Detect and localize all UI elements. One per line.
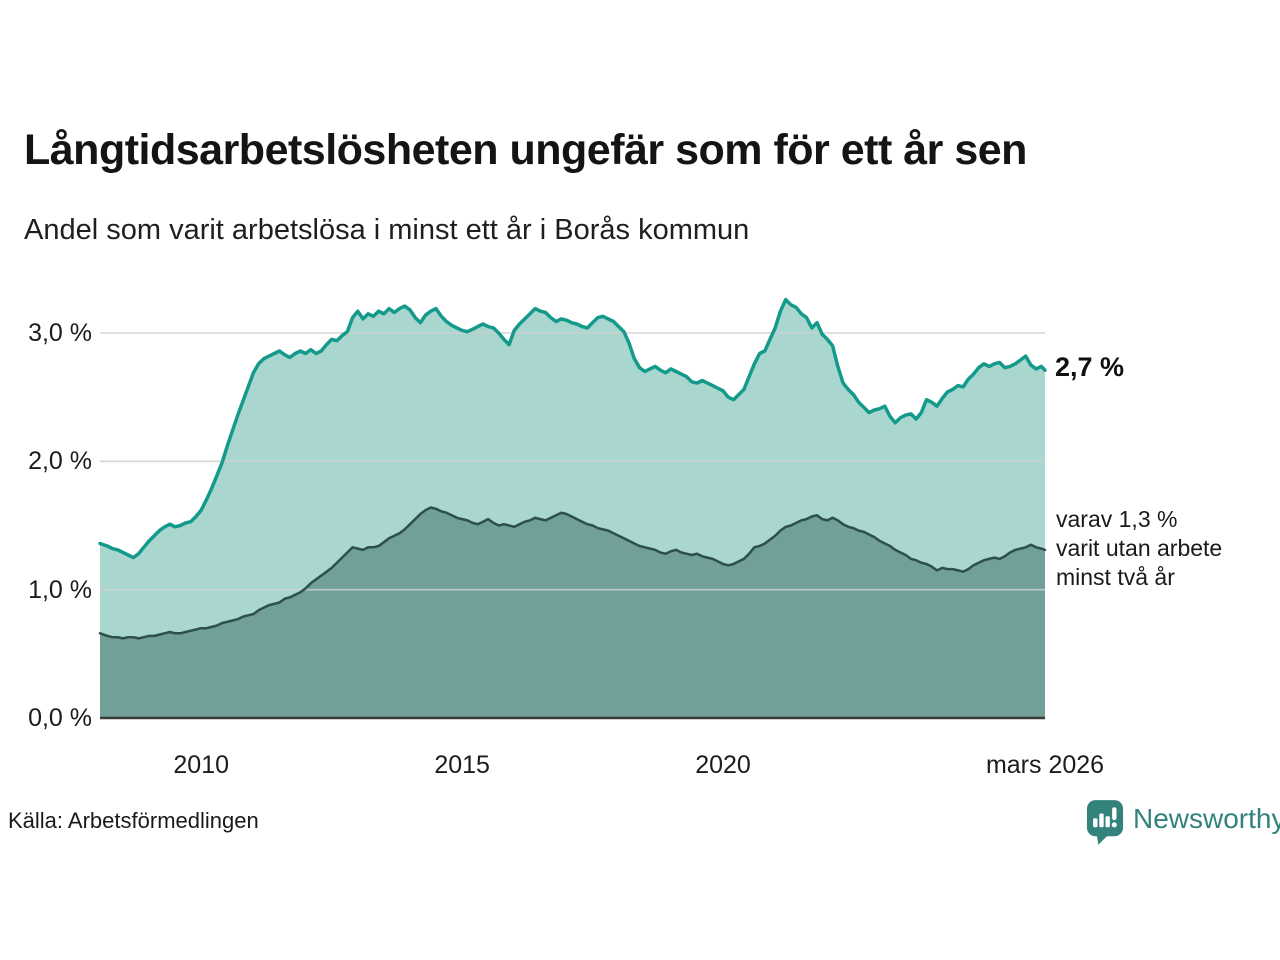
newsworthy-wordmark: Newsworthy [1133, 803, 1280, 834]
chart-title: Långtidsarbetslösheten ungefär som för e… [24, 126, 1027, 174]
x-axis-tick-label: 2015 [434, 751, 490, 779]
newsworthy-speech-bubble-bar-chart-icon [1086, 800, 1124, 845]
secondary-value-line: varit utan arbete [1056, 535, 1223, 561]
secondary-value-line: minst två år [1056, 564, 1175, 590]
x-axis-tick-label: mars 2026 [985, 751, 1105, 779]
series-line-minst-tva-ar [98, 506, 1047, 640]
secondary-value-line: varav 1,3 % [1056, 506, 1178, 532]
y-axis-tick-label: 2,0 % [28, 447, 92, 476]
source-label: Källa: Arbetsförmedlingen [8, 808, 259, 833]
area-fill-minst-tva-ar [100, 507, 1045, 718]
chart-subtitle: Andel som varit arbetslösa i minst ett å… [24, 214, 750, 246]
secondary-value-label: varav 1,3 % varit utan arbete minst två … [1056, 505, 1222, 592]
x-axis-tick-label: 2010 [173, 751, 230, 779]
newsworthy-logo: Newsworthy [1086, 799, 1280, 845]
latest-value-label: 2,7 % [1055, 352, 1125, 382]
y-axis-tick-label: 1,0 % [28, 575, 92, 604]
y-axis-tick-label: 3,0 % [28, 319, 92, 347]
y-axis-tick-label: 0,0 % [28, 704, 92, 732]
series-line-minst-ett-ar [98, 297, 1047, 560]
x-axis-tick-label: 2020 [695, 751, 751, 779]
